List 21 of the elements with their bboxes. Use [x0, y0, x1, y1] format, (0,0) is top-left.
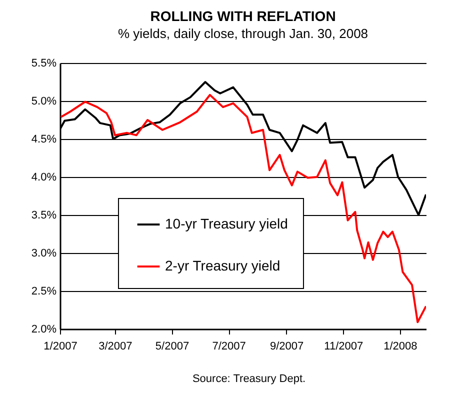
source-note: Source: Treasury Dept.: [192, 373, 306, 385]
legend-label: 10-yr Treasury yield: [165, 216, 288, 232]
chart-title: ROLLING WITH REFLATION: [150, 8, 336, 24]
y-tick-label: 5.0%: [31, 96, 57, 108]
x-tick-label: 7/2007: [212, 340, 246, 352]
y-tick-label: 4.0%: [31, 172, 57, 184]
x-tick-label: 5/2007: [155, 340, 190, 352]
x-tick-label: 1/2008: [384, 340, 418, 352]
x-tick-label: 9/2007: [270, 340, 304, 352]
y-tick-label: 2.5%: [31, 286, 57, 298]
chart-subtitle: % yields, daily close, through Jan. 30, 2008: [118, 26, 368, 41]
y-tick-label: 5.5%: [31, 58, 57, 70]
x-tick-label: 1/2007: [44, 340, 78, 352]
x-tick-label: 11/2007: [324, 340, 364, 352]
y-tick-label: 3.5%: [31, 210, 57, 222]
line-series: [60, 94, 426, 324]
y-tick-label: 2.0%: [31, 324, 57, 336]
y-tick-label: 4.5%: [31, 134, 57, 146]
x-tick-label: 3/2007: [98, 340, 132, 352]
y-tick-label: 3.0%: [31, 248, 57, 260]
legend-label: 2-yr Treasury yield: [165, 258, 280, 274]
